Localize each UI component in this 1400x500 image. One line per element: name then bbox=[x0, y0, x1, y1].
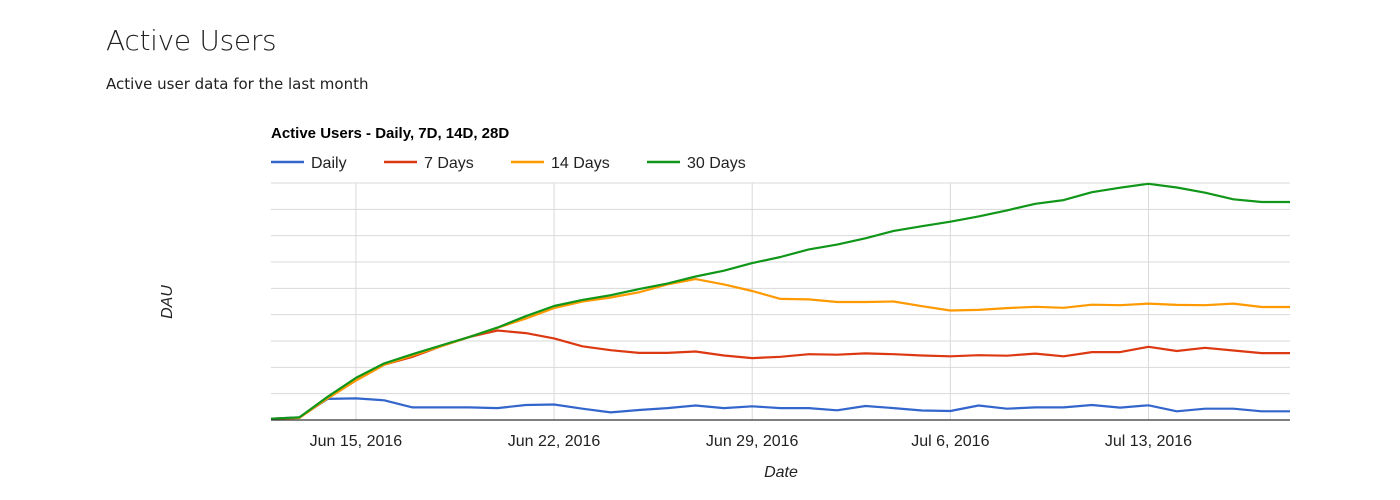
x-tick-label: Jul 13, 2016 bbox=[1105, 433, 1192, 450]
x-axis-tick-labels: Jun 15, 2016 Jun 22, 2016 Jun 29, 2016 Jul … bbox=[310, 433, 1193, 450]
x-axis-label: Date bbox=[764, 464, 798, 481]
legend-label: 30 Days bbox=[687, 155, 746, 172]
x-tick-label: Jul 6, 2016 bbox=[911, 433, 989, 450]
chart-gridlines bbox=[271, 182, 1290, 420]
legend-label: Daily bbox=[311, 155, 347, 172]
y-axis-label: DAU bbox=[159, 285, 176, 319]
page-subtitle: Active user data for the last month bbox=[106, 75, 369, 93]
legend-item-14-days[interactable]: 14 Days bbox=[511, 155, 610, 172]
x-tick-label: Jun 22, 2016 bbox=[508, 433, 601, 450]
chart-series-lines bbox=[270, 182, 1290, 420]
series-line-30-days bbox=[270, 182, 1290, 420]
chart-title: Active Users - Daily, 7D, 14D, 28D bbox=[271, 125, 509, 142]
legend-label: 14 Days bbox=[551, 155, 610, 172]
legend-label: 7 Days bbox=[424, 155, 474, 172]
legend-item-7-days[interactable]: 7 Days bbox=[384, 155, 474, 172]
x-tick-label: Jun 29, 2016 bbox=[706, 433, 799, 450]
chart-legend[interactable]: Daily 7 Days 14 Days 30 Days bbox=[271, 155, 746, 172]
x-tick-label: Jun 15, 2016 bbox=[310, 433, 403, 450]
legend-item-30-days[interactable]: 30 Days bbox=[647, 155, 746, 172]
series-line-daily bbox=[270, 397, 1290, 420]
page-title: Active Users bbox=[106, 24, 277, 57]
legend-item-daily[interactable]: Daily bbox=[271, 155, 347, 172]
